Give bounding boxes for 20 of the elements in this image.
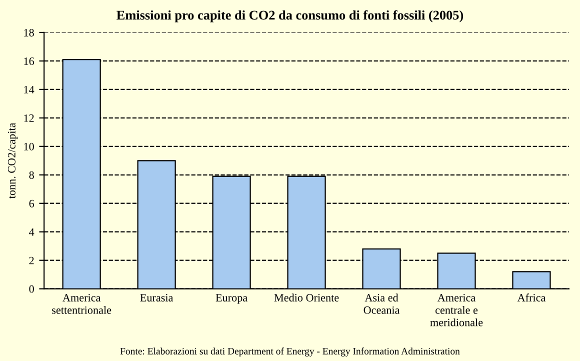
chart-title: Emissioni pro capite di CO2 da consumo di fonti fossili (2005): [116, 10, 464, 22]
x-tick-label: Medio Oriente: [274, 294, 339, 302]
x-tick-label: Asia ed Oceania: [364, 294, 400, 314]
source-note: Fonte: Elaborazioni su dati Department of Energy - Energy Information Administration: [120, 348, 460, 356]
y-tick-label: 4: [29, 228, 34, 236]
y-tick-label: 18: [24, 28, 34, 36]
x-tick-label: Africa: [517, 294, 546, 302]
y-tick-label: 16: [24, 57, 34, 65]
y-tick-label: 12: [24, 114, 34, 122]
y-axis-title: tonn. CO2/capita: [8, 122, 18, 198]
x-tick-label: Europa: [216, 294, 248, 304]
y-tick-label: 0: [29, 285, 34, 293]
y-tick-label: 10: [24, 142, 34, 150]
y-tick-label: 6: [29, 200, 34, 208]
x-tick-label: America settentrionale: [52, 294, 112, 314]
y-tick-label: 2: [29, 256, 34, 264]
y-tick-label: 14: [24, 86, 34, 94]
x-tick-label: Eurasia: [140, 294, 174, 302]
x-tick-label: America centrale e meridionale: [430, 294, 483, 326]
y-tick-label: 8: [29, 171, 34, 179]
